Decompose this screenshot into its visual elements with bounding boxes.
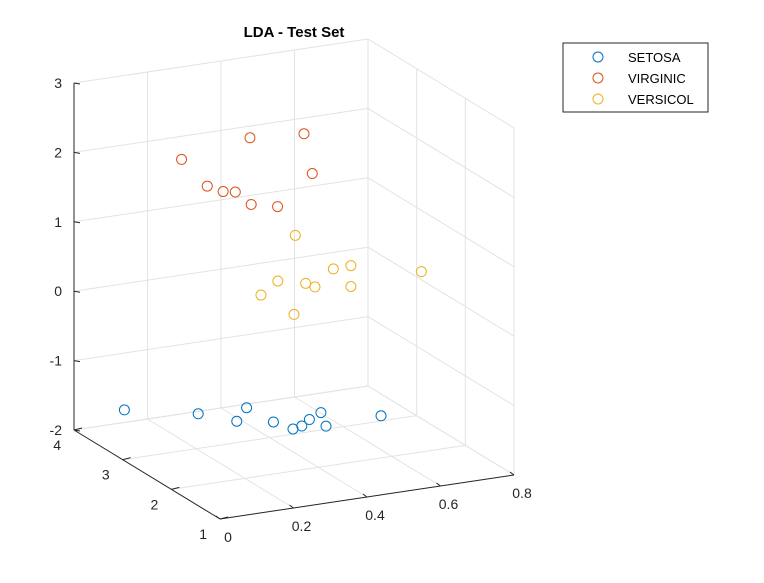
grid-side-z — [367, 246, 515, 337]
grid-side-z — [367, 385, 515, 476]
z-tick-label: -2 — [50, 422, 63, 438]
z-tick-label: 0 — [54, 283, 62, 299]
data-point-setosa — [315, 407, 327, 419]
grid-side-z — [367, 177, 515, 268]
x-tick-mark — [289, 504, 294, 509]
y-tick-label: 2 — [151, 496, 159, 512]
data-point-versicol — [327, 263, 339, 275]
legend-marker-setosa — [592, 51, 604, 63]
grid-side-z — [367, 316, 515, 407]
y-axis-line — [73, 429, 221, 520]
grid-floor-x — [294, 396, 441, 487]
data-point-setosa — [118, 404, 130, 416]
data-point-virginic — [306, 168, 318, 180]
data-point-setosa — [231, 415, 243, 427]
x-tick-mark — [436, 482, 441, 487]
legend-entry-versicol: VERSICOL — [592, 92, 694, 107]
z-tick-mark — [73, 82, 81, 85]
legend-label-setosa: SETOSA — [628, 50, 681, 65]
tick-labels: 0 0.2 0.4 0.6 0.8 1 2 3 4-2 -1 0 1 2 3 — [50, 75, 532, 545]
axis-box-lines — [73, 82, 515, 520]
legend-label-virginic: VIRGINIC — [628, 71, 686, 86]
x-tick-label: 0 — [224, 529, 232, 545]
legend-marker-virginic — [592, 72, 604, 84]
legend-label-versicol: VERSICOL — [628, 92, 694, 107]
x-tick-mark — [362, 493, 368, 498]
x-tick-label: 0.8 — [512, 485, 532, 501]
y-tick-label: 4 — [53, 437, 61, 453]
y-tick-mark — [73, 427, 83, 431]
data-point-versicol — [300, 277, 312, 289]
data-point-versicol — [345, 281, 357, 293]
grid-back-z — [73, 107, 369, 153]
z-tick-mark — [73, 429, 81, 432]
data-point-setosa — [267, 416, 279, 428]
axes-box — [74, 44, 514, 430]
z-tick-mark — [73, 151, 81, 154]
y-tick-mark — [219, 516, 229, 520]
data-point-versicol — [255, 289, 267, 301]
z-tick-label: 1 — [54, 214, 62, 230]
legend-box — [562, 42, 709, 113]
data-point-versicol — [309, 281, 321, 293]
data-point-virginic — [272, 201, 284, 213]
grid-back-z — [73, 177, 369, 223]
chart-title: LDA - Test Set — [244, 24, 345, 41]
z-tick-label: 3 — [54, 75, 62, 91]
data-point-versicol — [288, 308, 300, 320]
legend-entry-setosa: SETOSA — [592, 50, 681, 65]
data-point-virginic — [244, 132, 256, 144]
data-point-virginic — [217, 186, 229, 198]
data-point-virginic — [201, 180, 213, 192]
grid-floor-y — [122, 415, 417, 461]
grid-back-z — [73, 38, 369, 84]
data-point-versicol — [345, 260, 357, 272]
legend-entry-virginic: VIRGINIC — [592, 71, 686, 86]
legend-marker-versicol — [592, 93, 604, 105]
grid-floor-y — [171, 444, 466, 490]
data-point-setosa — [375, 410, 387, 422]
legend: SETOSA VIRGINIC VERSICOL — [562, 42, 709, 113]
data-point-setosa — [241, 402, 253, 414]
x-tick-label: 0.6 — [439, 496, 459, 512]
x-tick-mark — [509, 471, 515, 476]
data-point-setosa — [303, 414, 315, 426]
data-point-versicol — [289, 229, 301, 241]
grid-back-z — [73, 316, 369, 362]
data-point-virginic — [245, 198, 257, 210]
z-tick-mark — [73, 221, 81, 224]
data-point-versicol — [415, 266, 427, 278]
grid-floor-x — [147, 418, 294, 509]
z-tick-mark — [73, 290, 81, 293]
grid-back-z — [73, 246, 369, 292]
grid-back-z — [73, 385, 369, 431]
data-point-virginic — [298, 128, 310, 140]
data-point-setosa — [320, 420, 332, 432]
z-tick-label: 2 — [54, 144, 62, 160]
x-tick-label: 0.4 — [365, 507, 385, 523]
z-tick-label: -1 — [50, 353, 63, 369]
grid-side-z — [367, 107, 515, 198]
data-point-setosa — [296, 420, 308, 432]
grid-floor-x — [220, 407, 368, 498]
y-tick-mark — [122, 457, 131, 461]
z-tick-mark — [73, 360, 81, 363]
data-markers — [118, 128, 427, 435]
y-tick-label: 3 — [102, 467, 110, 483]
data-point-virginic — [229, 186, 241, 198]
y-tick-mark — [171, 486, 180, 490]
x-tick-mark — [215, 515, 221, 520]
grid-lines — [73, 38, 515, 520]
x-tick-label: 0.2 — [292, 518, 312, 534]
y-tick-label: 1 — [199, 526, 207, 542]
grid-side-z — [367, 38, 515, 129]
data-point-setosa — [192, 408, 204, 420]
data-point-virginic — [176, 153, 188, 165]
data-point-versicol — [272, 275, 284, 287]
